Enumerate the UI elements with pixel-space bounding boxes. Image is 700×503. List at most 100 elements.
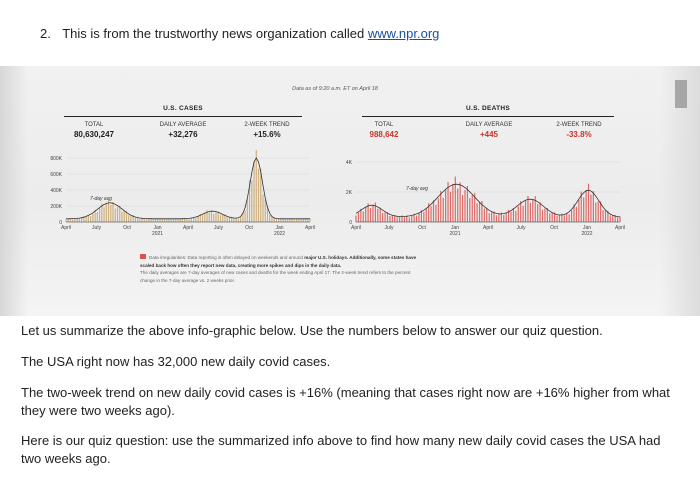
daily-bar [275,219,278,222]
daily-bar [616,217,619,222]
daily-bar [415,215,418,222]
y-tick-label: 0 [349,220,352,226]
daily-bar [69,218,72,222]
daily-bar [604,210,607,222]
daily-bar [464,189,466,222]
daily-bar [65,219,67,222]
daily-bar [544,208,546,222]
y-tick-label: 800K [50,156,62,162]
daily-bar [168,218,170,222]
y-tick-label: 600K [50,172,62,178]
daily-bar [471,195,473,222]
daily-bar [291,218,293,222]
daily-bar [175,218,177,222]
daily-bar [394,214,396,222]
daily-bar [498,213,500,222]
daily-bar [103,207,105,222]
x-tick-label: Jan [583,225,591,231]
cases-trend-label: 2-WEEK TREND [244,122,290,128]
daily-bar [199,214,201,222]
daily-bar [442,197,444,222]
daily-bar [240,216,242,222]
cases-title: U.S. CASES [64,104,302,117]
daily-bar [262,194,264,222]
daily-bar [213,213,215,222]
x-tick-label: April [61,225,71,231]
daily-bar [72,219,74,222]
daily-bar [423,212,425,222]
deaths-daily-label: DAILY AVERAGE [465,122,513,128]
daily-bar [466,185,469,222]
x-tick-label: Oct [418,225,426,231]
daily-bar [374,202,376,222]
daily-bar [534,196,536,222]
daily-bar [215,212,217,222]
daily-bar [307,219,309,222]
photo-shadow [0,66,28,316]
daily-bar [452,183,454,222]
y-tick-label: 400K [50,188,62,194]
daily-bar [408,217,410,222]
deaths-title: U.S. DEATHS [362,104,614,117]
daily-bar [201,215,204,222]
x-tick-label: Jan [275,225,283,231]
daily-bar [362,211,364,222]
daily-bar [287,219,289,222]
daily-bar [273,217,275,222]
daily-bar [90,216,92,222]
daily-bar [469,198,471,222]
daily-bar [237,218,239,222]
daily-bar [474,193,476,222]
daily-bar [532,199,534,222]
daily-bar [413,213,415,222]
x-tick-label: July [92,225,101,231]
daily-bar [372,204,374,222]
daily-bar [575,206,578,222]
daily-bar [476,203,478,222]
daily-bar [457,188,459,222]
y-tick-label: 200K [50,204,62,210]
daily-bar [602,210,604,222]
daily-bar [425,208,427,222]
daily-bar [266,205,269,222]
daily-bar [132,215,134,222]
daily-bar [614,214,616,222]
daily-bar [280,218,282,222]
daily-bar [257,168,260,222]
daily-bar [188,219,190,222]
daily-bar [449,191,452,222]
deaths-total: TOTAL 988,642 [362,122,406,139]
daily-bar [78,218,81,222]
x-tick-label: April [351,225,361,231]
daily-bar [195,218,197,222]
daily-bar [573,204,575,222]
daily-bar [435,204,437,222]
daily-bar [244,210,246,222]
cases-summary-paragraph: The USA right now has 32,000 new daily c… [21,354,331,369]
daily-bar [248,180,251,222]
daily-bar [141,218,143,222]
daily-bar [488,213,490,222]
daily-bar [143,218,145,222]
data-note: Data irregularities: Data reporting is o… [140,254,515,284]
daily-bar [418,213,420,222]
cases-trend-value: +15.6% [253,130,281,139]
question-text: This is from the trustworthy news organi… [62,26,368,41]
daily-bar [271,216,273,222]
daily-bar [94,209,96,222]
daily-bar [85,217,87,222]
x-tick-label: Oct [550,225,558,231]
daily-bar [159,219,161,222]
daily-bar [166,219,168,222]
daily-bar [510,211,512,222]
daily-bar [554,212,556,222]
daily-bar [556,215,558,222]
daily-bar [161,218,163,222]
npr-link[interactable]: www.npr.org [367,26,440,41]
daily-bar [309,218,311,222]
daily-bar [493,211,495,222]
daily-bar [430,206,432,222]
data-as-of: Data as of 9:20 a.m. ET on April 18 [292,86,378,92]
daily-bar [447,181,449,222]
daily-bar [522,205,524,222]
